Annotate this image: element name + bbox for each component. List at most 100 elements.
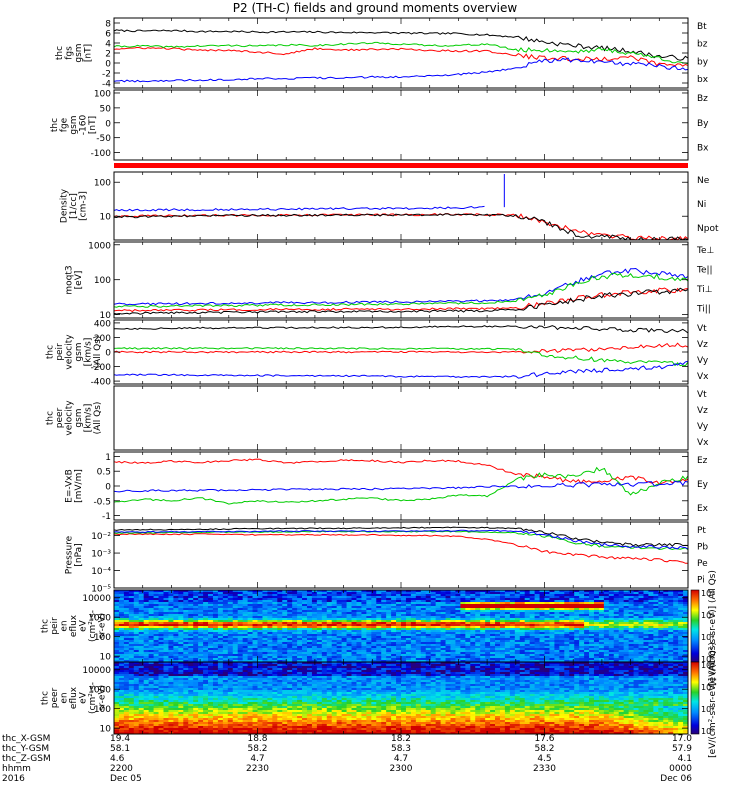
spectrogram-cell (123, 638, 130, 641)
spectrogram-cell (386, 610, 392, 613)
spectrogram-cell (326, 602, 333, 605)
spectrogram-cell (143, 606, 150, 609)
spectrogram-cell (356, 662, 362, 665)
spectrogram-cell (495, 642, 501, 645)
spectrogram-cell (118, 640, 125, 643)
spectrogram-cell (673, 650, 679, 653)
spectrogram-cell (237, 650, 244, 653)
spectrogram-cell (603, 660, 610, 663)
spectrogram-cell (133, 618, 140, 621)
spectrogram-cell (222, 598, 229, 601)
spectrogram-cell (133, 644, 140, 647)
spectrogram-cell (608, 604, 615, 607)
spectrogram-cell (405, 628, 412, 631)
spectrogram-cell (589, 622, 595, 625)
spectrogram-cell (282, 650, 288, 653)
spectrogram-cell (430, 646, 437, 649)
spectrogram-cell (356, 630, 362, 633)
spectrogram-cell (499, 598, 506, 601)
spectrogram-cell (509, 624, 516, 627)
spectrogram-cell (376, 606, 382, 609)
spectrogram-cell (559, 636, 565, 639)
spectrogram-cell (643, 636, 649, 639)
spectrogram-cell (450, 650, 456, 653)
spectrogram-cell (589, 592, 595, 595)
spectrogram-cell (618, 620, 625, 623)
spectrogram-cell (302, 626, 308, 629)
spectrogram-cell (401, 660, 407, 663)
spectrogram-cell (114, 620, 120, 623)
spectrogram-cell (173, 594, 179, 597)
spectrogram-cell (534, 610, 540, 613)
spectrogram-cell (361, 644, 367, 647)
spectrogram-cell (277, 598, 283, 601)
spectrogram-cell (267, 590, 273, 593)
spectrogram-cell (465, 600, 471, 603)
spectrogram-cell (336, 658, 343, 661)
spectrogram-cell (440, 662, 446, 665)
spectrogram-cell (316, 634, 323, 637)
spectrogram-cell (648, 622, 654, 625)
spectrogram-cell (465, 604, 471, 607)
spectrogram-cell (326, 646, 333, 649)
spectrogram-cell (292, 610, 298, 613)
spectrogram-cell (589, 604, 595, 607)
spectrogram-cell (272, 656, 278, 659)
spectrogram-cell (534, 608, 540, 611)
spectrogram-cell (470, 630, 476, 633)
spectrogram-cell (598, 592, 605, 595)
spectrogram-cell (470, 602, 476, 605)
spectrogram-cell (504, 624, 511, 627)
spectrogram-cell (183, 630, 189, 633)
spectrogram-cell (257, 638, 263, 641)
spectrogram-cell (643, 596, 649, 599)
spectrogram-cell (455, 656, 461, 659)
spectrogram-cell (128, 612, 135, 615)
spectrogram-cell (405, 656, 412, 659)
spectrogram-cell (673, 622, 679, 625)
spectrogram-cell (480, 630, 486, 633)
spectrogram-cell (158, 664, 164, 667)
spectrogram-cell (302, 652, 308, 655)
spectrogram-cell (658, 596, 664, 599)
spectrogram-cell (603, 664, 610, 667)
spectrogram-cell (138, 606, 145, 609)
spectrogram-cell (445, 604, 451, 607)
spectrogram-cell (559, 590, 565, 593)
spectrogram-cell (673, 594, 679, 597)
spectrogram-cell (287, 646, 293, 649)
spectrogram-cell (257, 664, 263, 667)
spectrogram-cell (316, 664, 323, 667)
plot-area (114, 242, 688, 318)
spectrogram-cell (499, 656, 506, 659)
spectrogram-cell (128, 614, 135, 617)
spectrogram-cell (222, 614, 229, 617)
spectrogram-cell (574, 624, 580, 627)
spectrogram-cell (173, 642, 179, 645)
spectrogram-cell (237, 658, 244, 661)
spectrogram-cell (534, 606, 540, 609)
spectrogram-cell (227, 654, 234, 657)
spectrogram-cell (589, 658, 595, 661)
spectrogram-cell (490, 614, 496, 617)
spectrogram-cell (148, 638, 154, 641)
spectrogram-cell (514, 652, 521, 655)
spectrogram-cell (534, 628, 540, 631)
spectrogram-cell (203, 616, 209, 619)
spectrogram-cell (673, 606, 679, 609)
spectrogram-cell (425, 622, 432, 625)
spectrogram-cell (346, 662, 352, 665)
spectrogram-cell (297, 632, 303, 635)
spectrogram-cell (376, 630, 382, 633)
series-ey-line (113, 466, 689, 505)
spectrogram-cell (574, 608, 580, 611)
spectrogram-cell (133, 650, 140, 653)
spectrogram-cell (495, 614, 501, 617)
spectrogram-cell (569, 634, 575, 637)
spectrogram-cell (579, 628, 585, 631)
spectrogram-cell (272, 618, 278, 621)
spectrogram-cell (118, 622, 125, 625)
spectrogram-cell (282, 632, 288, 635)
spectrogram-cell (272, 648, 278, 651)
